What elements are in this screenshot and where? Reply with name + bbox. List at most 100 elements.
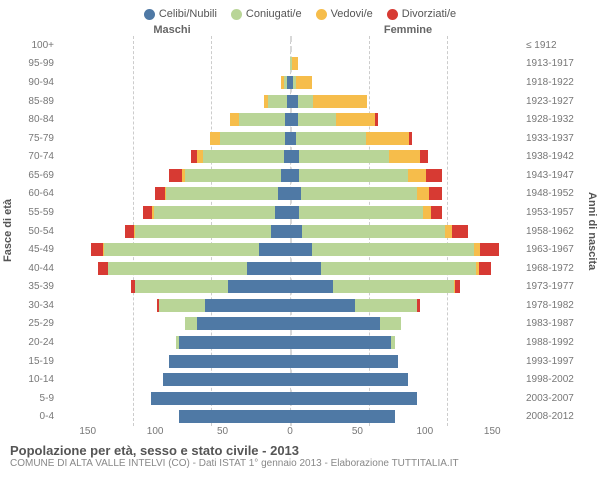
female-side [290,278,522,297]
female-side [290,73,522,92]
female-side [290,110,522,129]
bar-segment [290,336,391,349]
age-label: 0-4 [16,411,58,422]
bar-segment [389,150,420,163]
birth-label: 1928-1932 [522,114,584,125]
age-row: 90-941918-1922 [16,73,584,92]
bar [290,132,522,145]
birth-label: 1973-1977 [522,281,584,292]
bar [58,95,290,108]
birth-label: 1963-1967 [522,244,584,255]
age-row: 80-841928-1932 [16,110,584,129]
bar-segment [239,113,285,126]
age-label: 95-99 [16,58,58,69]
bar-segment [159,299,205,312]
age-row: 5-92003-2007 [16,389,584,408]
bar [58,280,290,293]
age-label: 10-14 [16,374,58,385]
bar-segment [312,243,474,256]
bar [58,410,290,423]
male-side [58,408,290,427]
bar-segment [480,243,499,256]
female-side [290,185,522,204]
male-side [58,185,290,204]
bar-segment [91,243,103,256]
legend: Celibi/NubiliConiugati/eVedovi/eDivorzia… [0,0,600,24]
age-row: 85-891923-1927 [16,92,584,111]
bar-segment [290,392,417,405]
bar-segment [125,225,134,238]
birth-label: 1998-2002 [522,374,584,385]
bar-area [58,203,522,222]
legend-label: Vedovi/e [331,8,373,20]
bar-segment [336,113,375,126]
bar-segment [299,206,423,219]
age-row: 50-541958-1962 [16,222,584,241]
y-axis-right-title: Anni di nascita [584,36,600,426]
birth-label: 1933-1937 [522,133,584,144]
bar-segment [135,225,271,238]
bar-segment [185,317,197,330]
x-tick: 50 [324,426,391,437]
bar [58,113,290,126]
bar [290,317,522,330]
birth-label: 1988-1992 [522,337,584,348]
legend-swatch [387,9,398,20]
bar-segment [205,299,290,312]
bar-segment [163,373,290,386]
bar [290,39,522,52]
birth-label: 1918-1922 [522,77,584,88]
bar-segment [259,243,290,256]
female-side [290,147,522,166]
legend-item: Coniugati/e [231,8,302,20]
bar [58,355,290,368]
male-side [58,240,290,259]
x-tick: 150 [459,426,526,437]
male-side [58,92,290,111]
age-label: 40-44 [16,263,58,274]
female-side [290,389,522,408]
chart-rows: 100+≤ 191295-991913-191790-941918-192285… [16,36,584,426]
bar-segment [290,373,408,386]
female-side [290,240,522,259]
chart: Fasce di età 100+≤ 191295-991913-191790-… [0,36,600,426]
bar-area [58,370,522,389]
legend-swatch [231,9,242,20]
age-label: 25-29 [16,318,58,329]
female-side [290,129,522,148]
female-side [290,203,522,222]
bar-segment [290,355,398,368]
age-label: 30-34 [16,300,58,311]
bar [290,373,522,386]
bar-segment [290,262,321,275]
bar-area [58,55,522,74]
female-side [290,296,522,315]
bar-segment [452,225,467,238]
age-row: 15-191993-1997 [16,352,584,371]
bar-segment [135,280,228,293]
birth-label: 1913-1917 [522,58,584,69]
bar-segment [290,243,312,256]
bar [290,262,522,275]
legend-swatch [144,9,155,20]
legend-label: Coniugati/e [246,8,302,20]
bar-segment [154,206,275,219]
bar [290,187,522,200]
age-label: 20-24 [16,337,58,348]
bar-segment [290,410,395,423]
bar-segment [423,206,431,219]
bar-area [58,278,522,297]
birth-label: 1943-1947 [522,170,584,181]
bar-area [58,315,522,334]
bar-area [58,389,522,408]
bar [58,187,290,200]
bar-area [58,166,522,185]
bar [290,355,522,368]
bar [58,299,290,312]
bar [58,206,290,219]
male-side [58,370,290,389]
bar-segment [290,225,302,238]
x-tick: 50 [189,426,256,437]
legend-label: Celibi/Nubili [159,8,217,20]
bar-segment [455,280,460,293]
